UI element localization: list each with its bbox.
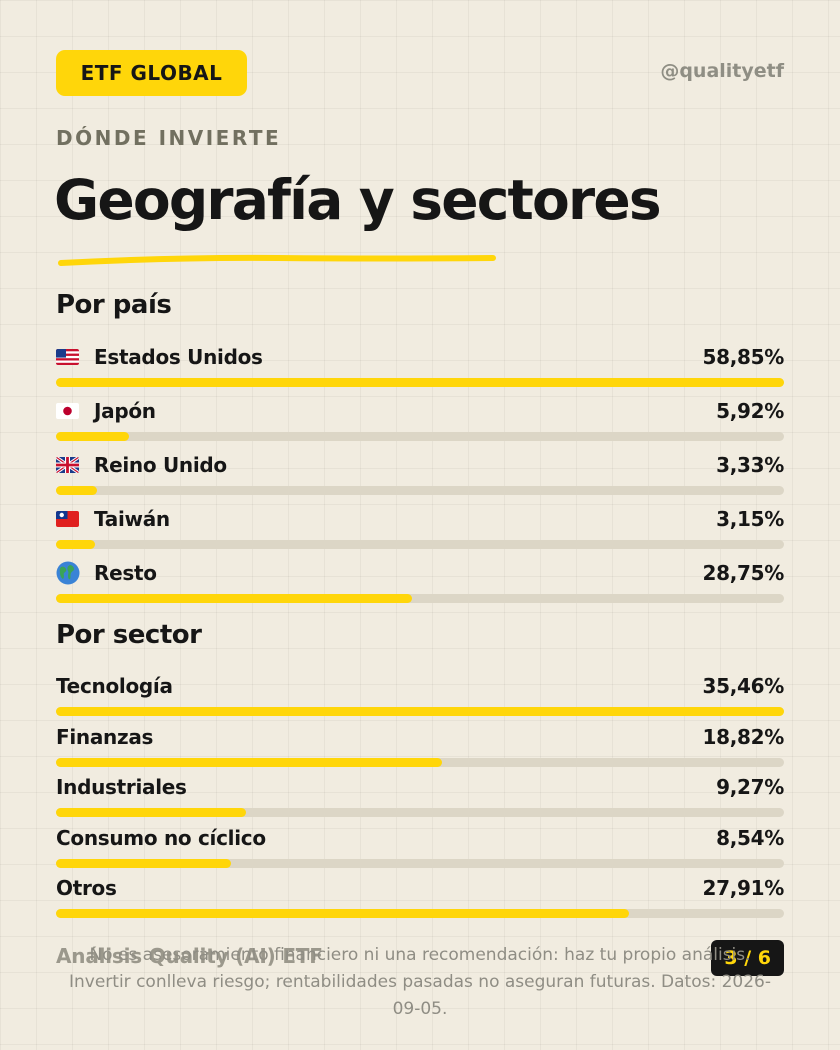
sector-bar-track xyxy=(56,757,784,767)
country-row-header: Estados Unidos 58,85% xyxy=(56,342,784,372)
page-title: Geografía y sectores xyxy=(54,168,662,232)
sector-row: Finanzas 18,82% xyxy=(56,722,784,772)
country-bar-track xyxy=(56,486,784,495)
page-indicator: 3 / 6 xyxy=(711,940,784,976)
country-bar-track xyxy=(56,540,784,549)
flag-us-icon xyxy=(56,349,79,365)
country-label: Japón xyxy=(94,399,156,423)
country-bar-track xyxy=(56,378,784,387)
country-bar xyxy=(56,594,412,603)
sector-label: Tecnología xyxy=(56,674,173,698)
sector-row-header: Otros 27,91% xyxy=(56,873,784,903)
country-value-label: 3,15% xyxy=(716,507,784,531)
sector-bar-track xyxy=(56,858,784,868)
footer-brand: Análisis Quality (AI) ETF xyxy=(56,944,323,968)
country-value-label: 58,85% xyxy=(702,345,784,369)
sector-row: Consumo no cíclico 8,54% xyxy=(56,823,784,873)
country-row-header: Taiwán 3,15% xyxy=(56,504,784,534)
sector-bar-track xyxy=(56,909,784,918)
sector-bar-track xyxy=(56,707,784,716)
sector-label: Industriales xyxy=(56,775,187,799)
sector-label: Finanzas xyxy=(56,724,154,749)
sector-value-label: 18,82% xyxy=(702,724,784,749)
sector-bar-track xyxy=(56,808,784,817)
sector-row: Tecnología 35,46% xyxy=(56,671,784,721)
country-row: Estados Unidos 58,85% xyxy=(56,342,784,392)
country-row: Taiwán 3,15% xyxy=(56,504,784,554)
globe-icon xyxy=(56,561,80,585)
etf-badge: ETF GLOBAL xyxy=(56,50,247,96)
sector-bar xyxy=(56,858,232,868)
country-row-header: Reino Unido 3,33% xyxy=(56,450,784,480)
country-value-label: 28,75% xyxy=(702,561,784,585)
flag-jp-icon xyxy=(56,403,79,419)
country-bar xyxy=(56,540,95,549)
sector-row-header: Finanzas 18,82% xyxy=(56,722,784,752)
sector-row-header: Tecnología 35,46% xyxy=(56,671,784,701)
country-label: Resto xyxy=(94,561,157,585)
title-underline xyxy=(58,254,496,266)
sector-value-label: 35,46% xyxy=(702,674,784,698)
country-bar xyxy=(56,378,784,387)
flag-gb-icon xyxy=(56,457,79,473)
sector-value-label: 8,54% xyxy=(716,825,784,850)
sector-label: Otros xyxy=(56,876,117,900)
country-label: Estados Unidos xyxy=(94,345,263,369)
country-row: Japón 5,92% xyxy=(56,396,784,446)
sector-row: Industriales 9,27% xyxy=(56,772,784,822)
country-value-label: 5,92% xyxy=(716,399,784,423)
country-row: Reino Unido 3,33% xyxy=(56,450,784,500)
country-row-header: Resto 28,75% xyxy=(56,558,784,588)
sector-bar xyxy=(56,707,784,716)
flag-tw-icon xyxy=(56,511,79,527)
country-row-header: Japón 5,92% xyxy=(56,396,784,426)
country-value-label: 3,33% xyxy=(716,453,784,477)
country-row: Resto 28,75% xyxy=(56,558,784,608)
country-bar xyxy=(56,432,130,441)
country-label: Reino Unido xyxy=(94,453,227,477)
sector-value-label: 27,91% xyxy=(702,876,784,900)
disclaimer: No es asesoramiento financiero ni una re… xyxy=(69,945,771,1019)
sector-row: Otros 27,91% xyxy=(56,873,784,923)
country-section-title: Por país xyxy=(56,290,172,320)
sector-bar xyxy=(56,808,247,817)
country-label: Taiwán xyxy=(94,507,170,531)
country-bar xyxy=(56,486,98,495)
sector-bar xyxy=(56,757,443,767)
country-bar-track xyxy=(56,594,784,603)
sector-section-title: Por sector xyxy=(56,620,202,650)
sector-row-header: Consumo no cíclico 8,54% xyxy=(56,823,784,853)
account-handle: @qualityetf xyxy=(660,60,784,82)
sector-row-header: Industriales 9,27% xyxy=(56,772,784,802)
sector-bar xyxy=(56,909,629,918)
country-bar-track xyxy=(56,432,784,441)
sector-label: Consumo no cíclico xyxy=(56,825,266,850)
sector-value-label: 9,27% xyxy=(716,775,784,799)
section-eyebrow: DÓNDE INVIERTE xyxy=(56,126,282,150)
